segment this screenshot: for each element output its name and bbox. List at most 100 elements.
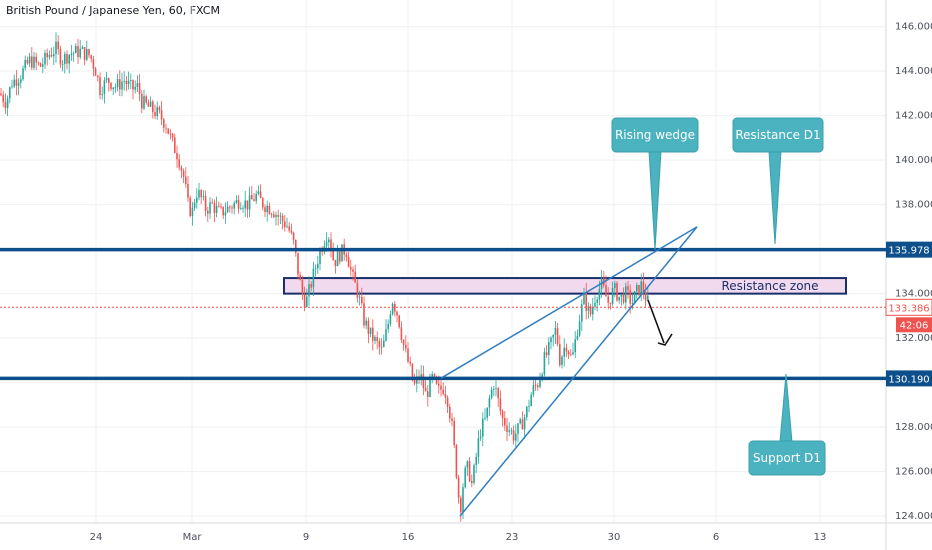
candle-body — [383, 340, 385, 347]
candle-body — [105, 78, 108, 81]
candle-body — [391, 303, 394, 315]
candle-body — [42, 64, 44, 67]
candle-body — [143, 96, 145, 109]
candle-body — [262, 198, 264, 208]
candle-body — [565, 347, 568, 352]
candle-body — [292, 232, 295, 240]
candle-body — [537, 385, 539, 388]
candle-body — [119, 79, 121, 90]
y-tick-label: 126.000 — [895, 467, 932, 478]
candle-body — [46, 52, 48, 58]
candle-body — [475, 456, 477, 466]
current-price-label: 133.386 — [888, 303, 929, 314]
candle-body — [521, 419, 524, 430]
candle-body — [449, 406, 451, 419]
candle-body — [114, 87, 117, 88]
candle-body — [77, 45, 79, 57]
callout-rising-wedge-text: Rising wedge — [615, 128, 695, 142]
wedge-lower-line — [459, 226, 698, 517]
candle-body — [330, 239, 332, 251]
candle-body — [532, 385, 535, 395]
candle-body — [442, 389, 444, 394]
current-price-tag — [885, 298, 932, 316]
candle-body — [647, 295, 649, 301]
candle-body — [110, 82, 112, 90]
y-tick-label: 140.000 — [895, 155, 932, 166]
candle-body — [312, 268, 315, 288]
candle-body — [576, 335, 579, 340]
candle-body — [464, 467, 466, 488]
candle-body — [268, 205, 271, 215]
callout-rising-wedge-box — [611, 117, 699, 153]
candle-body — [59, 49, 62, 65]
candle-body — [493, 388, 495, 390]
candle-body — [90, 55, 92, 59]
candle-body — [622, 293, 625, 303]
candle-body — [277, 214, 279, 217]
candle-body — [407, 348, 409, 362]
candle-body — [165, 127, 167, 129]
candle-body — [167, 128, 169, 134]
candle-body — [550, 337, 552, 343]
candle-body — [482, 418, 484, 437]
candle-body — [145, 96, 147, 103]
candle-body — [515, 433, 517, 441]
candle-body — [125, 80, 128, 85]
candle-body — [317, 263, 319, 269]
candle-body — [92, 58, 95, 69]
candle-body — [394, 303, 396, 312]
candle-body — [246, 200, 249, 210]
candle-body — [2, 95, 4, 103]
candle-body — [548, 342, 550, 355]
candle-body — [303, 294, 306, 307]
candle-body — [473, 465, 475, 483]
candle-body — [149, 101, 152, 107]
candle-body — [545, 352, 548, 355]
candle-body — [539, 379, 541, 388]
candle-body — [253, 199, 255, 201]
candle-body — [136, 83, 139, 87]
candle-body — [259, 191, 262, 199]
x-tick-label: Mar — [183, 532, 203, 543]
candle-body — [209, 202, 211, 214]
callout-support-d1-pointer — [779, 373, 793, 443]
candle-body — [526, 406, 528, 418]
candle-body — [446, 397, 449, 407]
x-tick-label: 16 — [402, 532, 415, 543]
candle-body — [519, 419, 521, 424]
candle-body — [288, 226, 290, 231]
candle-body — [501, 411, 504, 419]
candle-body — [528, 405, 530, 407]
candle-body — [218, 205, 220, 207]
candle-body — [116, 79, 119, 88]
x-tick-label: 13 — [814, 532, 827, 543]
candle-body — [4, 102, 7, 109]
candle-body — [174, 137, 176, 153]
candle-body — [341, 244, 343, 262]
candle-body — [35, 56, 37, 63]
candle-body — [453, 420, 455, 446]
candle-body — [158, 107, 161, 111]
candle-body — [409, 361, 411, 364]
candle-body — [332, 250, 334, 260]
candle-body — [310, 284, 312, 288]
candle-body — [290, 230, 293, 233]
candle-body — [644, 291, 647, 301]
candle-body — [339, 251, 341, 262]
candle-body — [279, 215, 282, 217]
candle-body — [275, 214, 277, 218]
candle-body — [295, 239, 297, 253]
candle-body — [363, 303, 365, 326]
candle-body — [488, 398, 491, 408]
candle-body — [240, 208, 242, 210]
candle-body — [429, 376, 431, 397]
candle-body — [574, 339, 576, 353]
candle-body — [0, 93, 2, 96]
candle-body — [578, 321, 581, 336]
candle-body — [499, 398, 502, 412]
y-tick-label: 138.000 — [895, 200, 932, 211]
candle-body — [103, 80, 106, 95]
candle-body — [440, 385, 442, 390]
candle-body — [347, 256, 350, 268]
